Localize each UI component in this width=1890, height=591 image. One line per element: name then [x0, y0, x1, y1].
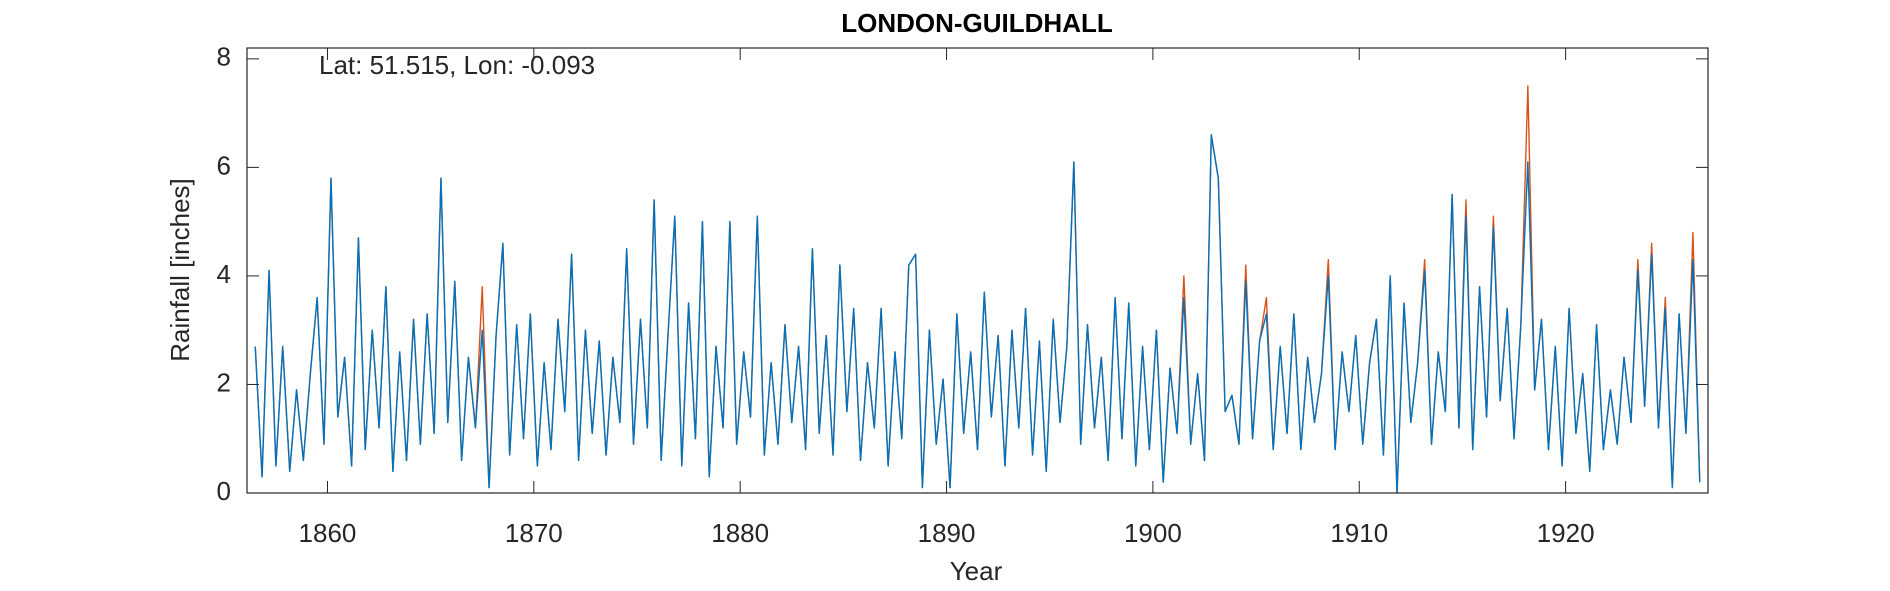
x-tick-label: 1870 [505, 518, 563, 548]
y-tick-label: 0 [217, 476, 231, 506]
y-axis-label: Rainfall [inches] [165, 178, 195, 362]
x-tick-label: 1890 [918, 518, 976, 548]
series-line [254, 134, 1701, 494]
x-tick-label: 1880 [711, 518, 769, 548]
y-tick-label: 6 [217, 150, 231, 180]
x-tick-label: 1860 [299, 518, 357, 548]
x-axis-label: Year [950, 556, 1003, 586]
chart-title: LONDON-GUILDHALL [841, 8, 1113, 38]
y-tick-label: 8 [217, 42, 231, 72]
y-tick-label: 2 [217, 367, 231, 397]
series-line [254, 85, 1701, 494]
y-tick-label: 4 [217, 259, 231, 289]
x-tick-label: 1920 [1537, 518, 1595, 548]
annotation: Lat: 51.515, Lon: -0.093 [319, 50, 595, 80]
x-tick-label: 1900 [1124, 518, 1182, 548]
plot-frame [246, 47, 1709, 494]
x-tick-label: 1910 [1330, 518, 1388, 548]
